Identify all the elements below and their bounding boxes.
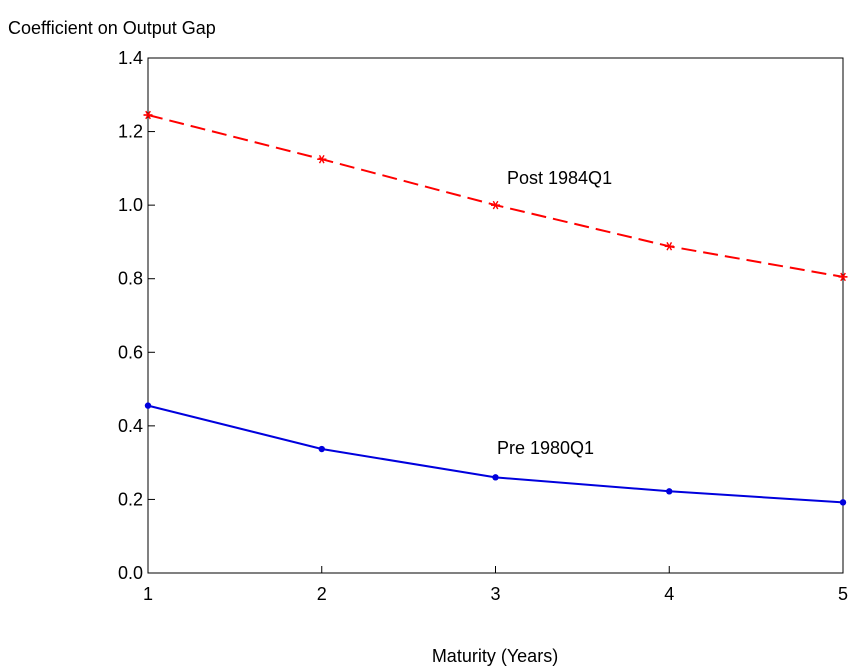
- x-axis-title: Maturity (Years): [432, 646, 558, 666]
- data-point: [143, 110, 153, 120]
- series-line: [147, 114, 844, 278]
- y-tick-label: 0.6: [118, 342, 143, 362]
- x-axis: 1 2 3 4 5: [143, 566, 848, 604]
- y-tick-label: 0.0: [118, 563, 143, 583]
- data-point: [318, 445, 325, 453]
- series-line: [147, 404, 844, 504]
- data-point: [492, 474, 499, 481]
- y-tick-label: 0.8: [118, 269, 143, 289]
- series-layer: Post 1984Q1 Pre 1980Q1: [143, 110, 848, 506]
- series-1: Pre 1980Q1: [144, 402, 847, 506]
- series-0: Post 1984Q1: [143, 110, 848, 282]
- data-point: [491, 200, 500, 210]
- y-axis-title: Coefficient on Output Gap: [8, 18, 216, 38]
- x-tick-label: 4: [664, 584, 674, 604]
- x-tick-label: 2: [317, 584, 327, 604]
- y-axis: 0.0 0.2 0.4 0.6 0.8 1.0 1.2 1.4: [118, 48, 155, 583]
- x-tick-label: 3: [490, 584, 500, 604]
- data-point: [838, 272, 848, 282]
- x-tick-label: 1: [143, 584, 153, 604]
- y-tick-label: 1.2: [118, 122, 143, 142]
- series-label: Post 1984Q1: [507, 168, 612, 188]
- data-point: [839, 499, 847, 506]
- series-label: Pre 1980Q1: [497, 438, 594, 458]
- data-point: [664, 242, 674, 251]
- y-tick-label: 1.0: [118, 195, 143, 215]
- data-point: [144, 402, 152, 409]
- x-tick-label: 5: [838, 584, 848, 604]
- data-point: [666, 488, 673, 495]
- y-tick-label: 0.4: [118, 416, 143, 436]
- y-tick-label: 0.2: [118, 489, 143, 509]
- data-point: [317, 154, 327, 164]
- y-tick-label: 1.4: [118, 48, 143, 68]
